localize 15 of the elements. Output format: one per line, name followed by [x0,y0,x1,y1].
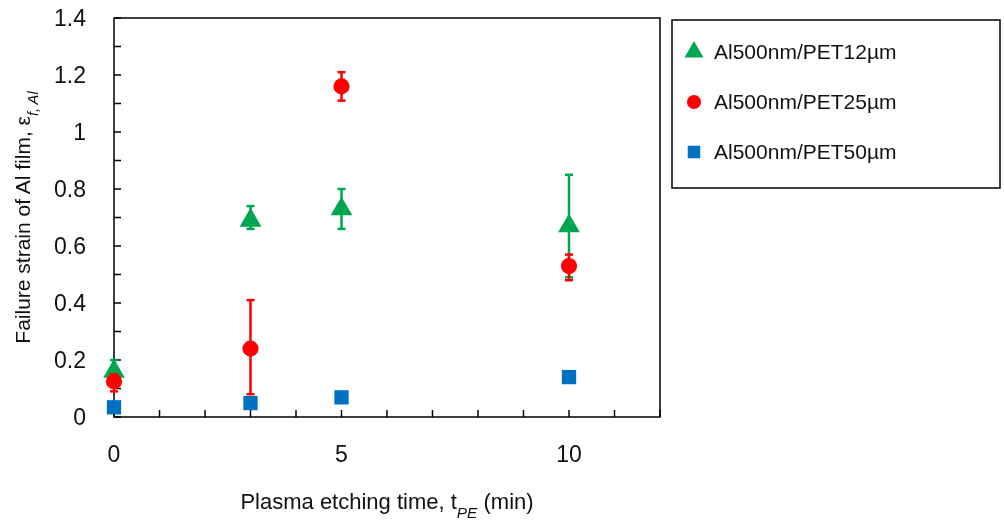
legend-label: Al500nm/PET12µm [714,40,897,64]
legend-label: Al500nm/PET25µm [714,90,897,114]
y-tick-label: 1.2 [54,62,86,89]
y-tick-label: 1 [73,119,86,146]
x-axis-title: Plasma etching time, t$_{PE}$ (min) [240,489,534,520]
x-tick-label: 5 [335,441,348,467]
y-tick-label: 0 [73,404,86,431]
y-tick-label: 1.4 [54,5,87,32]
y-tick-label: 0.8 [54,176,86,203]
x-tick-label: 10 [556,441,582,467]
y-tick-label: 0.6 [54,233,86,260]
y-tick-label: 0.2 [54,347,86,374]
legend-label: Al500nm/PET50µm [714,140,897,164]
x-tick-label: 0 [107,441,121,467]
y-tick-label: 0.4 [54,290,87,317]
